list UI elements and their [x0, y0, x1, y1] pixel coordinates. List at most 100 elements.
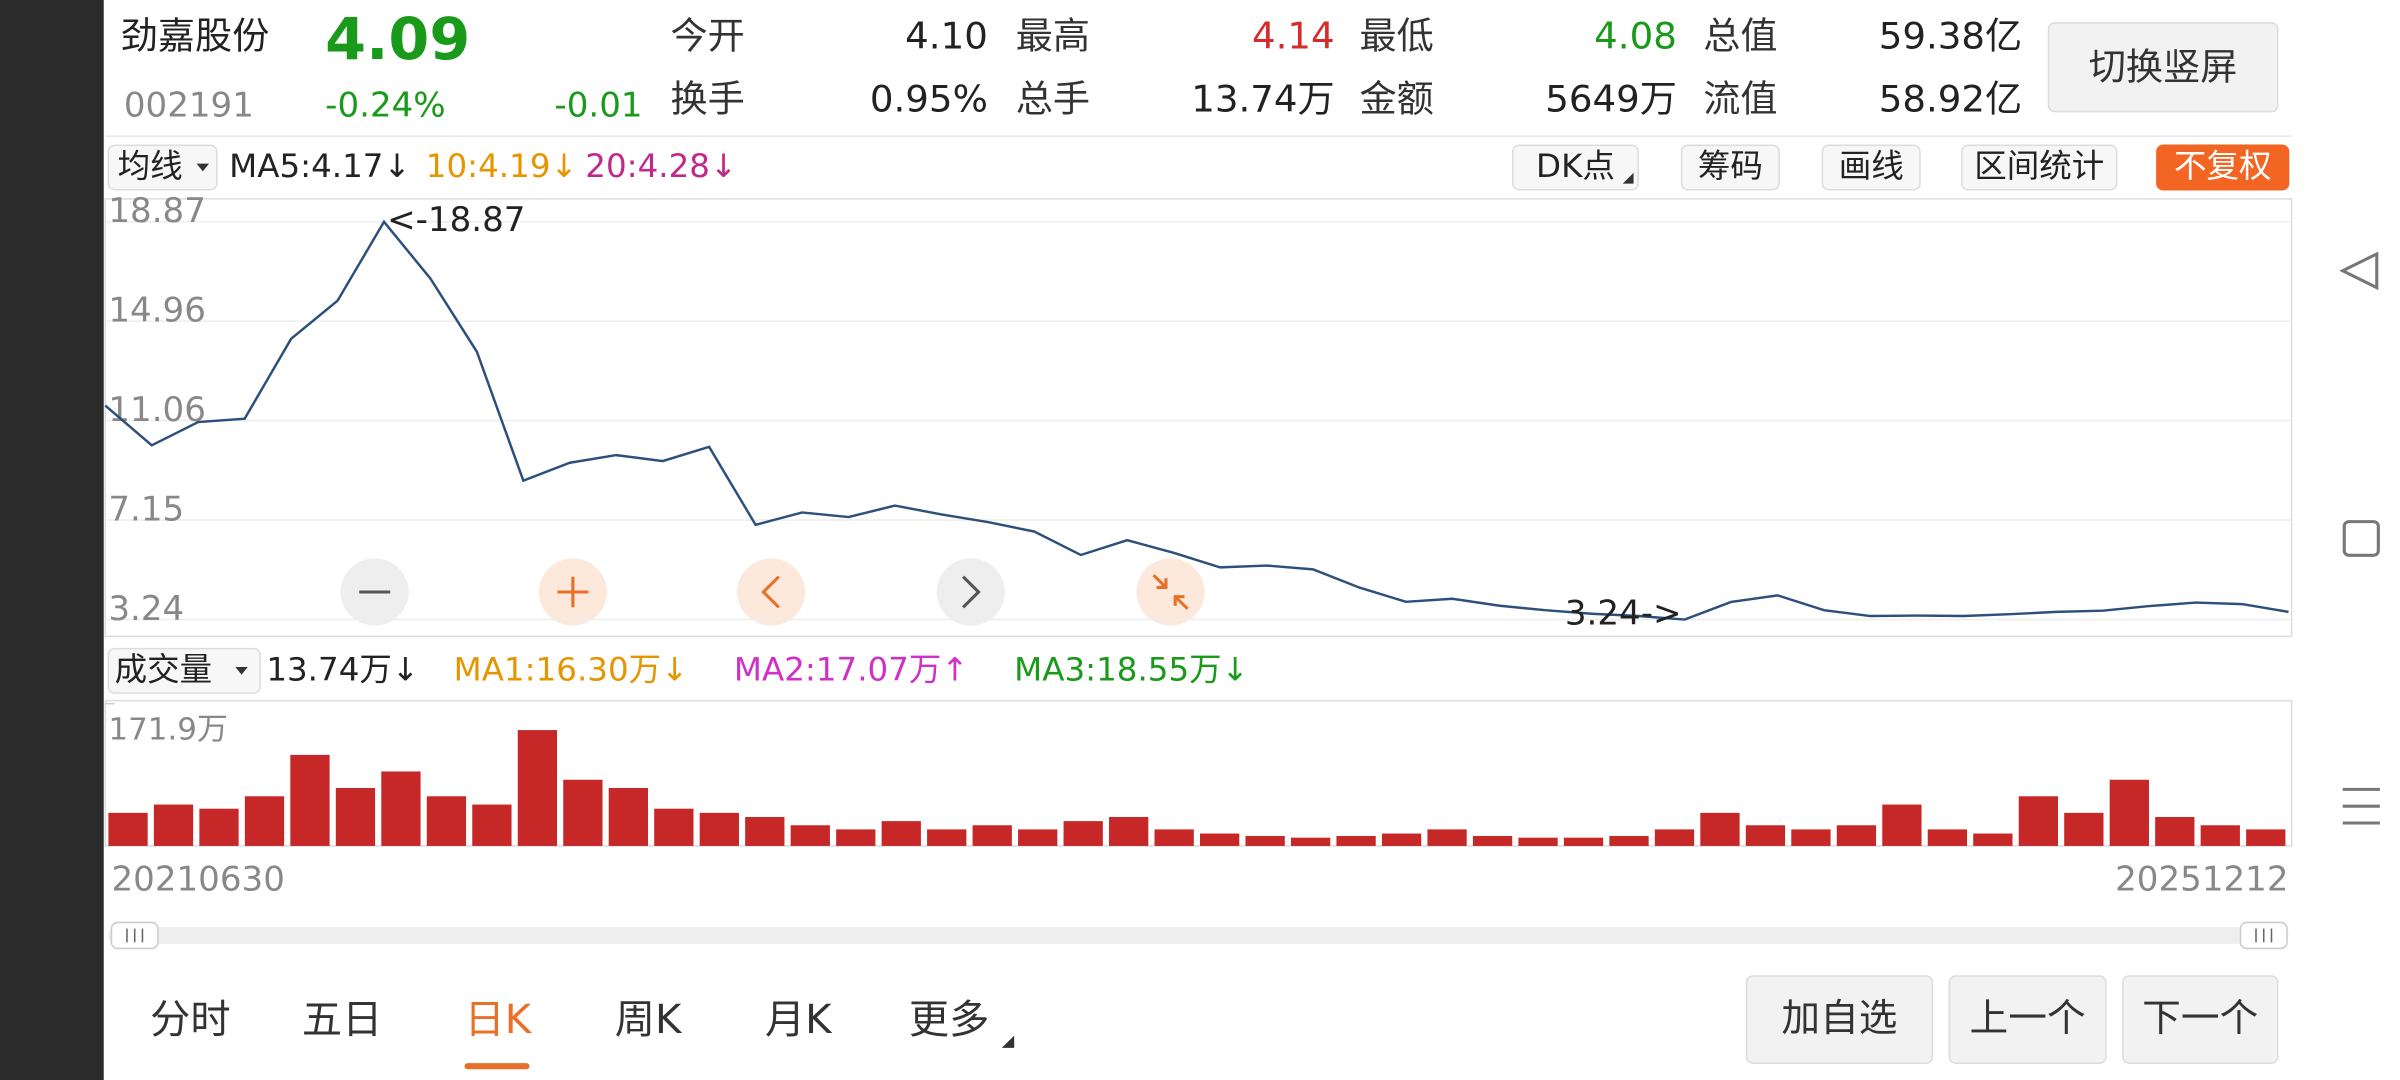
ma-value: 10:4.19↓ [426, 147, 578, 185]
scroll-handle-left[interactable] [110, 921, 159, 950]
period-tab[interactable]: 周K [615, 997, 683, 1043]
period-tab[interactable]: 月K [765, 997, 833, 1043]
stat-label: 换手 [670, 78, 744, 121]
y-tick-label: 7.15 [108, 490, 184, 529]
tool-button[interactable] [1821, 144, 1921, 191]
stat-label: 最高 [1016, 15, 1090, 58]
tool-button-label: 筹码 [1698, 147, 1763, 185]
volume-bar [335, 788, 376, 846]
volume-bar [1154, 829, 1194, 846]
volume-bar [2109, 779, 2149, 846]
volume-bar [2018, 796, 2058, 846]
volume-bar [108, 812, 148, 846]
active-tab-underline [464, 1063, 530, 1070]
volume-bar [563, 779, 603, 846]
x-axis-end: 20251212 [2115, 860, 2288, 899]
stat-value: 13.74万 [1191, 78, 1334, 121]
y-tick-label: 3.24 [108, 589, 184, 628]
volume-bar [1882, 804, 1922, 846]
nav-button[interactable] [2122, 975, 2279, 1064]
volume-bar [1609, 836, 1649, 846]
stat-label: 流值 [1703, 78, 1777, 121]
y-tick-label: 18.87 [108, 191, 206, 230]
stock-code: 002191 [124, 86, 254, 125]
more-arrow [1001, 1035, 1015, 1048]
reset-zoom[interactable] [1136, 558, 1205, 626]
volume-frame [104, 699, 2293, 847]
corner-arrow [1622, 172, 1634, 184]
nav-button-label: 下一个 [2142, 996, 2258, 1041]
volume-bar [1336, 836, 1376, 846]
scroll-track[interactable] [108, 927, 2289, 944]
volume-bar [1381, 833, 1422, 846]
volume-bar [153, 804, 194, 846]
volume-bar [1836, 825, 1877, 846]
change-amount: -0.01 [554, 86, 642, 125]
period-tab[interactable]: 日K [465, 997, 533, 1043]
volume-bar [790, 825, 830, 846]
volume-bar [1518, 837, 1558, 846]
volume-selector-label: 成交量 [115, 651, 213, 689]
nav-home[interactable] [2342, 520, 2380, 557]
volume-bar [1563, 837, 1604, 846]
tool-button-label: 区间统计 [1974, 147, 2104, 185]
volume-bar [1245, 836, 1285, 846]
ma-selector[interactable] [107, 144, 218, 191]
nav-button-label: 上一个 [1970, 996, 2086, 1041]
orientation-button-label: 切换竖屏 [2089, 45, 2238, 88]
volume-ma-value: MA1:16.30万↓ [454, 651, 689, 689]
nav-button[interactable] [1948, 975, 2107, 1064]
move-left[interactable] [737, 558, 806, 626]
period-tab[interactable]: 更多 [909, 997, 989, 1043]
period-tab[interactable]: 分时 [150, 997, 230, 1043]
volume-bar [1654, 829, 1695, 846]
dropdown-arrow [196, 163, 210, 172]
min-annotation: 3.24-> [1565, 594, 1682, 633]
zoom-out[interactable] [340, 558, 409, 626]
volume-bar [381, 771, 421, 846]
volume-bar [699, 812, 739, 846]
volume-bar [1427, 829, 1467, 846]
volume-bar [1791, 829, 1831, 846]
volume-bar [1290, 837, 1331, 846]
nav-button-label: 加自选 [1781, 996, 1897, 1041]
volume-ma-value: 13.74万↓ [266, 651, 419, 689]
period-tab[interactable]: 五日 [302, 997, 382, 1043]
y-tick-label: 171.9万 [108, 712, 228, 748]
x-axis-start: 20210630 [111, 860, 284, 899]
volume-bar [1063, 821, 1103, 846]
max-annotation: <-18.87 [387, 200, 525, 239]
volume-bar [654, 808, 694, 846]
zoom-in[interactable] [538, 558, 607, 626]
tool-button[interactable] [1961, 144, 2118, 191]
volume-bar [244, 796, 285, 846]
nav-back[interactable] [2339, 251, 2379, 291]
volume-bar [472, 804, 512, 846]
ma-selector-label: 均线 [118, 147, 183, 185]
volume-bar [426, 796, 467, 846]
stat-value: 58.92亿 [1879, 78, 2022, 121]
move-right[interactable] [936, 558, 1005, 626]
volume-bar [2155, 816, 2195, 846]
scroll-handle-right[interactable] [2239, 921, 2288, 950]
tool-button[interactable] [1680, 144, 1780, 191]
volume-bar [1927, 829, 1968, 846]
y-tick-label: 11.06 [108, 390, 206, 429]
stat-value: 4.10 [905, 15, 988, 58]
volume-selector[interactable] [107, 647, 261, 694]
tool-button[interactable] [2156, 144, 2290, 191]
nav-menu[interactable] [2342, 787, 2380, 825]
stat-label: 总手 [1016, 78, 1090, 121]
stat-value: 4.14 [1252, 15, 1335, 58]
tool-button[interactable] [1512, 144, 1639, 191]
dropdown-arrow [235, 666, 248, 675]
tool-button-label: DK点 [1536, 147, 1615, 185]
stat-label: 总值 [1703, 15, 1777, 58]
nav-button[interactable] [1745, 975, 1934, 1064]
price-frame [104, 198, 2293, 638]
orientation-button[interactable] [2047, 22, 2279, 113]
y-tick-label: 14.96 [108, 291, 206, 330]
stat-value: 4.08 [1594, 15, 1677, 58]
change-percent: -0.24% [325, 86, 446, 125]
